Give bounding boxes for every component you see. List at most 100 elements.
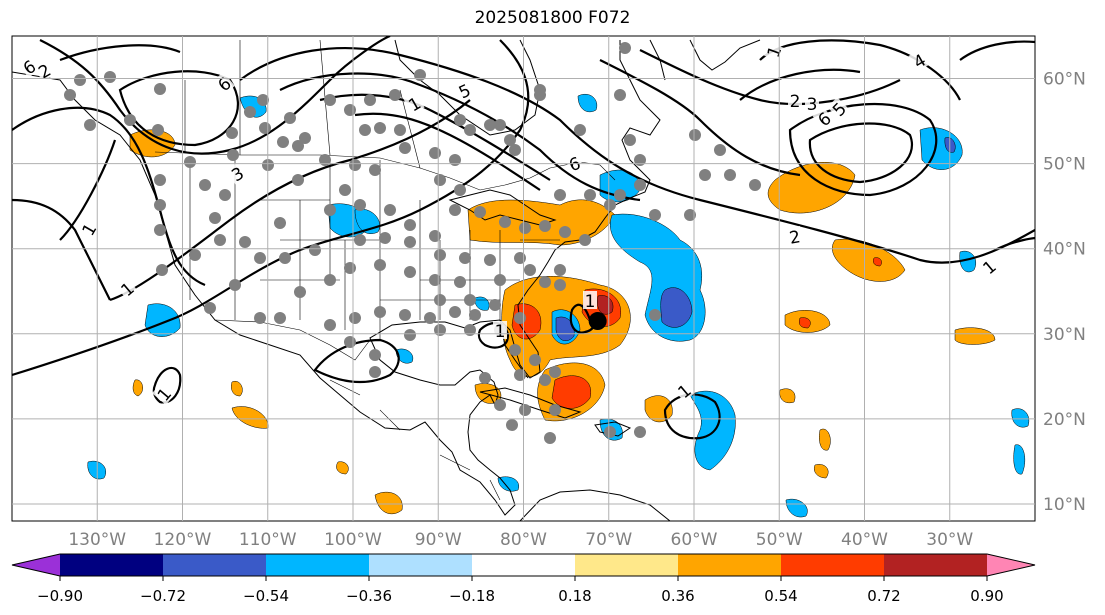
contour-label: 5 — [829, 99, 851, 121]
anomaly-region — [1011, 408, 1030, 428]
station-dot — [319, 154, 331, 166]
station-dot — [374, 259, 386, 271]
anomaly-region — [959, 250, 976, 273]
anomaly-region — [660, 287, 693, 328]
anomaly-region — [799, 317, 811, 329]
station-dot — [254, 252, 266, 264]
south-america-coastline — [519, 489, 671, 521]
anomaly-region — [551, 375, 592, 409]
station-dot — [634, 179, 646, 191]
hudson-bay-coastline — [394, 39, 541, 136]
colorbar-tick-label: 0.54 — [764, 587, 797, 605]
station-dot — [434, 294, 446, 306]
station-dot — [544, 432, 556, 444]
longitude-label: 50°W — [756, 530, 803, 550]
station-dot — [549, 404, 561, 416]
colorbar-tick-label: 0.90 — [970, 587, 1003, 605]
station-dot — [104, 71, 116, 83]
anomaly-region — [474, 296, 490, 311]
longitude-label: 120°W — [154, 530, 212, 550]
contour-line — [313, 338, 400, 384]
contour-line — [12, 198, 111, 301]
station-dot — [284, 112, 296, 124]
longitude-label: 70°W — [585, 530, 632, 550]
station-dot — [499, 216, 511, 228]
plot-title: 2025081800 F072 — [474, 8, 631, 28]
anomaly-region — [144, 303, 181, 337]
colorbar-tick-label: 0.18 — [558, 587, 591, 605]
station-dot — [239, 236, 251, 248]
station-dot — [199, 179, 211, 191]
anomaly-region — [336, 461, 349, 475]
station-dot — [604, 199, 616, 211]
contour-line — [59, 44, 181, 62]
station-dot — [257, 94, 269, 106]
colorbar-tick-label: −0.90 — [37, 587, 83, 605]
station-dot — [229, 279, 241, 291]
longitude-label: 100°W — [324, 530, 382, 550]
station-dot — [519, 222, 531, 234]
station-dot — [429, 230, 441, 242]
colorbar-tick-label: −0.54 — [243, 587, 289, 605]
station-dot — [649, 309, 661, 321]
station-dot — [604, 426, 616, 438]
station-dot — [454, 276, 466, 288]
station-dot — [404, 329, 416, 341]
station-dot — [299, 132, 311, 144]
longitude-label: 60°W — [671, 530, 718, 550]
contour-line — [39, 36, 391, 155]
station-dot — [579, 234, 591, 246]
station-dot — [474, 206, 486, 218]
latitude-label: 40°N — [1043, 240, 1086, 260]
station-dot — [434, 249, 446, 261]
contour-line — [739, 68, 861, 101]
station-dot — [519, 404, 531, 416]
station-dot — [227, 149, 239, 161]
station-dot — [634, 426, 646, 438]
station-dot — [204, 302, 216, 314]
station-dot — [514, 312, 526, 324]
station-dot — [292, 140, 304, 152]
station-dot — [494, 399, 506, 411]
contour-line — [959, 40, 1035, 61]
station-dot — [634, 154, 646, 166]
contour-line — [118, 70, 240, 147]
station-dot — [324, 274, 336, 286]
station-dot — [464, 124, 476, 136]
longitude-label: 130°W — [68, 530, 126, 550]
station-dot — [449, 204, 461, 216]
anomaly-region — [231, 406, 269, 429]
great-lakes — [448, 189, 557, 226]
station-dot — [74, 74, 86, 86]
station-dot — [324, 94, 336, 106]
station-dot — [294, 286, 306, 298]
station-dot — [379, 232, 391, 244]
station-dot — [529, 354, 541, 366]
station-dot — [554, 189, 566, 201]
longitude-label: 110°W — [239, 530, 297, 550]
station-dot — [454, 184, 466, 196]
station-dot — [724, 169, 736, 181]
station-dot — [494, 274, 506, 286]
station-dot — [684, 209, 696, 221]
station-dot — [226, 127, 238, 139]
station-dot — [277, 136, 289, 148]
station-dot — [534, 84, 546, 96]
station-dot — [399, 309, 411, 321]
station-dot — [539, 276, 551, 288]
lat-lon-grid — [12, 36, 1035, 521]
station-dot — [184, 156, 196, 168]
anomaly-region — [873, 257, 882, 267]
contour-label: 2 — [790, 92, 801, 112]
anomaly-region — [954, 327, 996, 345]
longitude-label: 40°W — [841, 530, 888, 550]
anomaly-region — [819, 428, 831, 451]
station-dot — [339, 184, 351, 196]
station-dot — [156, 264, 168, 276]
station-dot — [404, 236, 416, 248]
latitude-label: 50°N — [1043, 155, 1086, 175]
station-dot — [64, 89, 76, 101]
station-dot — [414, 69, 426, 81]
station-dot — [274, 312, 286, 324]
station-dot — [154, 174, 166, 186]
